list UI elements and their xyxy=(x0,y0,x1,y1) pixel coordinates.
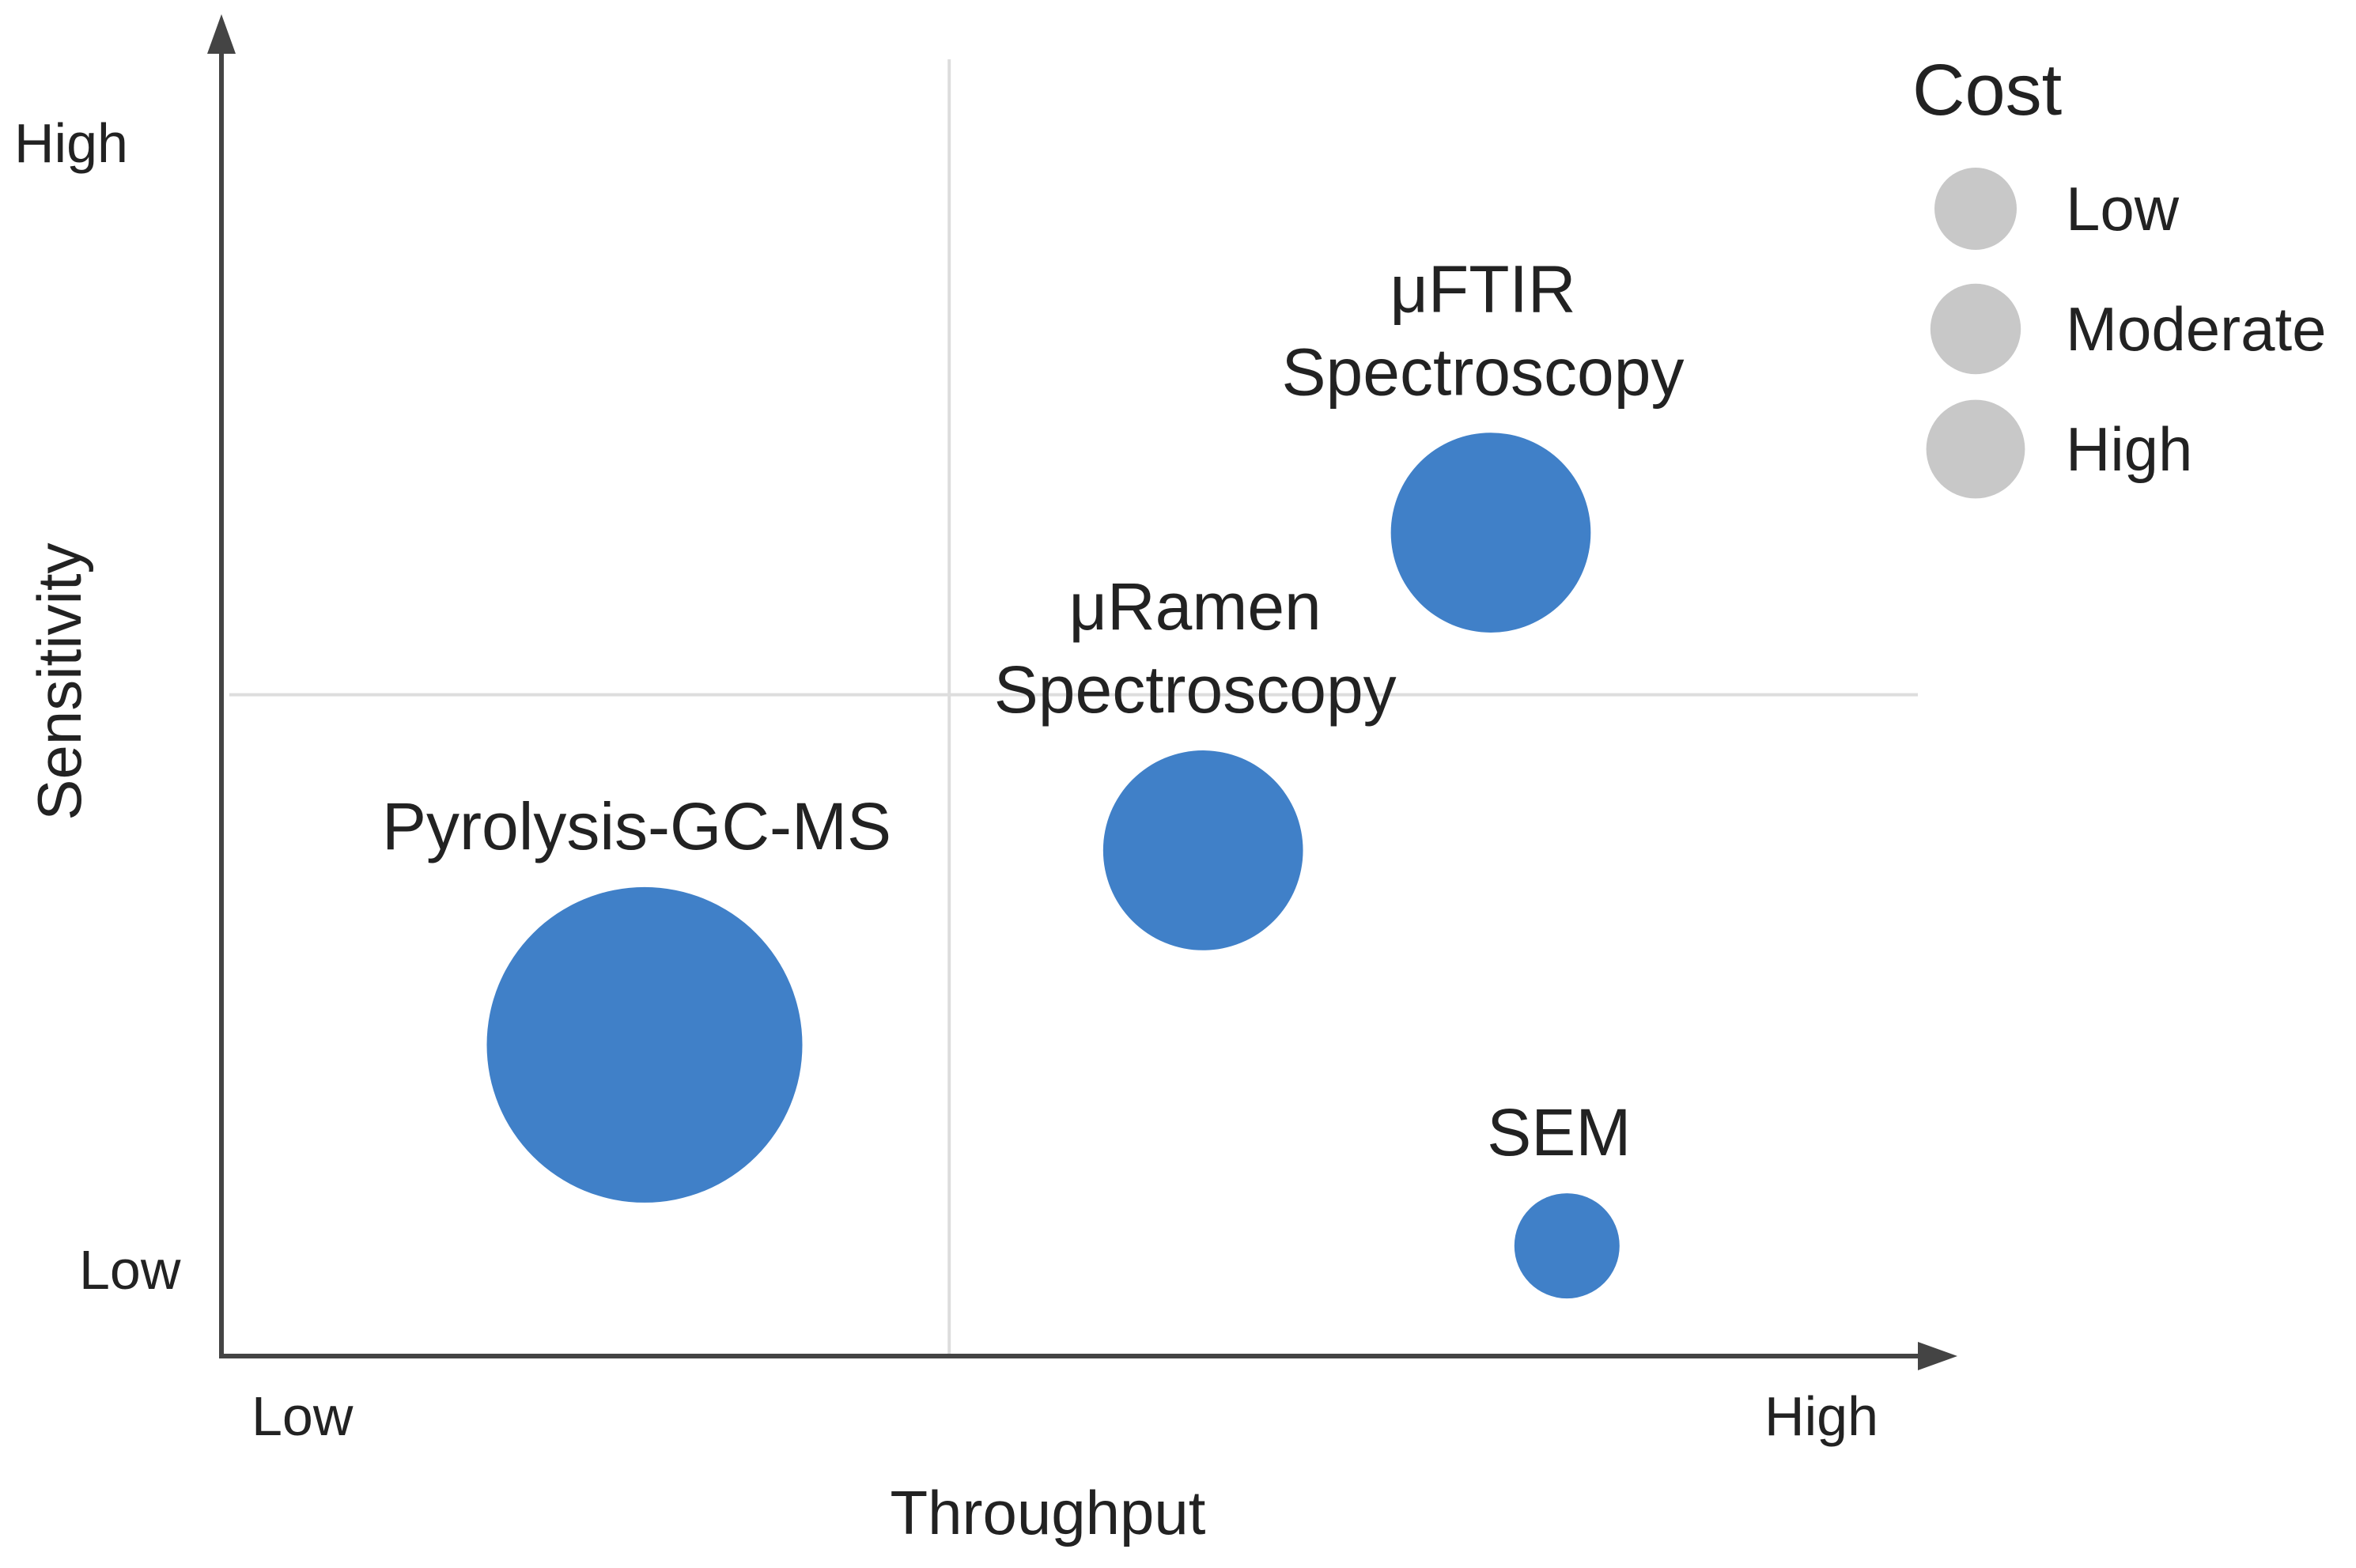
bubble-sem xyxy=(1514,1193,1620,1299)
legend: Cost Low Moderate High xyxy=(1912,50,2327,499)
legend-title: Cost xyxy=(1912,50,2062,130)
x-axis-high-label: High xyxy=(1764,1385,1878,1447)
bubble-label-ftir-spectroscopy: Spectroscopy xyxy=(1282,334,1685,409)
legend-bubble-high xyxy=(1926,399,2025,499)
y-axis-arrow xyxy=(207,14,236,54)
x-axis-title: Throughput xyxy=(891,1478,1206,1547)
bubble-label-ramen-spectroscopy: μRamen xyxy=(1069,569,1322,644)
axes xyxy=(207,14,1957,1370)
legend-label-moderate: Moderate xyxy=(2066,294,2327,364)
bubble-label-ramen-spectroscopy: Spectroscopy xyxy=(994,652,1397,727)
x-axis-arrow xyxy=(1918,1342,1957,1370)
bubble-ftir-spectroscopy xyxy=(1390,433,1591,633)
bubble-label-sem: SEM xyxy=(1487,1095,1631,1169)
legend-label-high: High xyxy=(2066,414,2192,484)
legend-label-low: Low xyxy=(2066,174,2180,244)
bubble-label-pyrolysis-gc-ms: Pyrolysis-GC-MS xyxy=(382,789,891,863)
y-axis-title: Sensitivity xyxy=(25,542,94,820)
y-axis-high-label: High xyxy=(14,112,128,174)
bubble-label-ftir-spectroscopy: μFTIR xyxy=(1390,251,1575,326)
bubble-ramen-spectroscopy xyxy=(1102,750,1303,950)
bubble-pyrolysis-gc-ms xyxy=(486,886,803,1203)
y-axis-low-label: Low xyxy=(79,1239,181,1301)
bubbles: Pyrolysis-GC-MS μRamen Spectroscopy μFTIR Sp… xyxy=(382,251,1685,1299)
legend-bubble-low xyxy=(1934,168,2017,250)
quadrant-grid xyxy=(229,59,1918,1356)
legend-bubble-moderate xyxy=(1930,283,2021,375)
x-axis-low-label: Low xyxy=(251,1385,354,1447)
